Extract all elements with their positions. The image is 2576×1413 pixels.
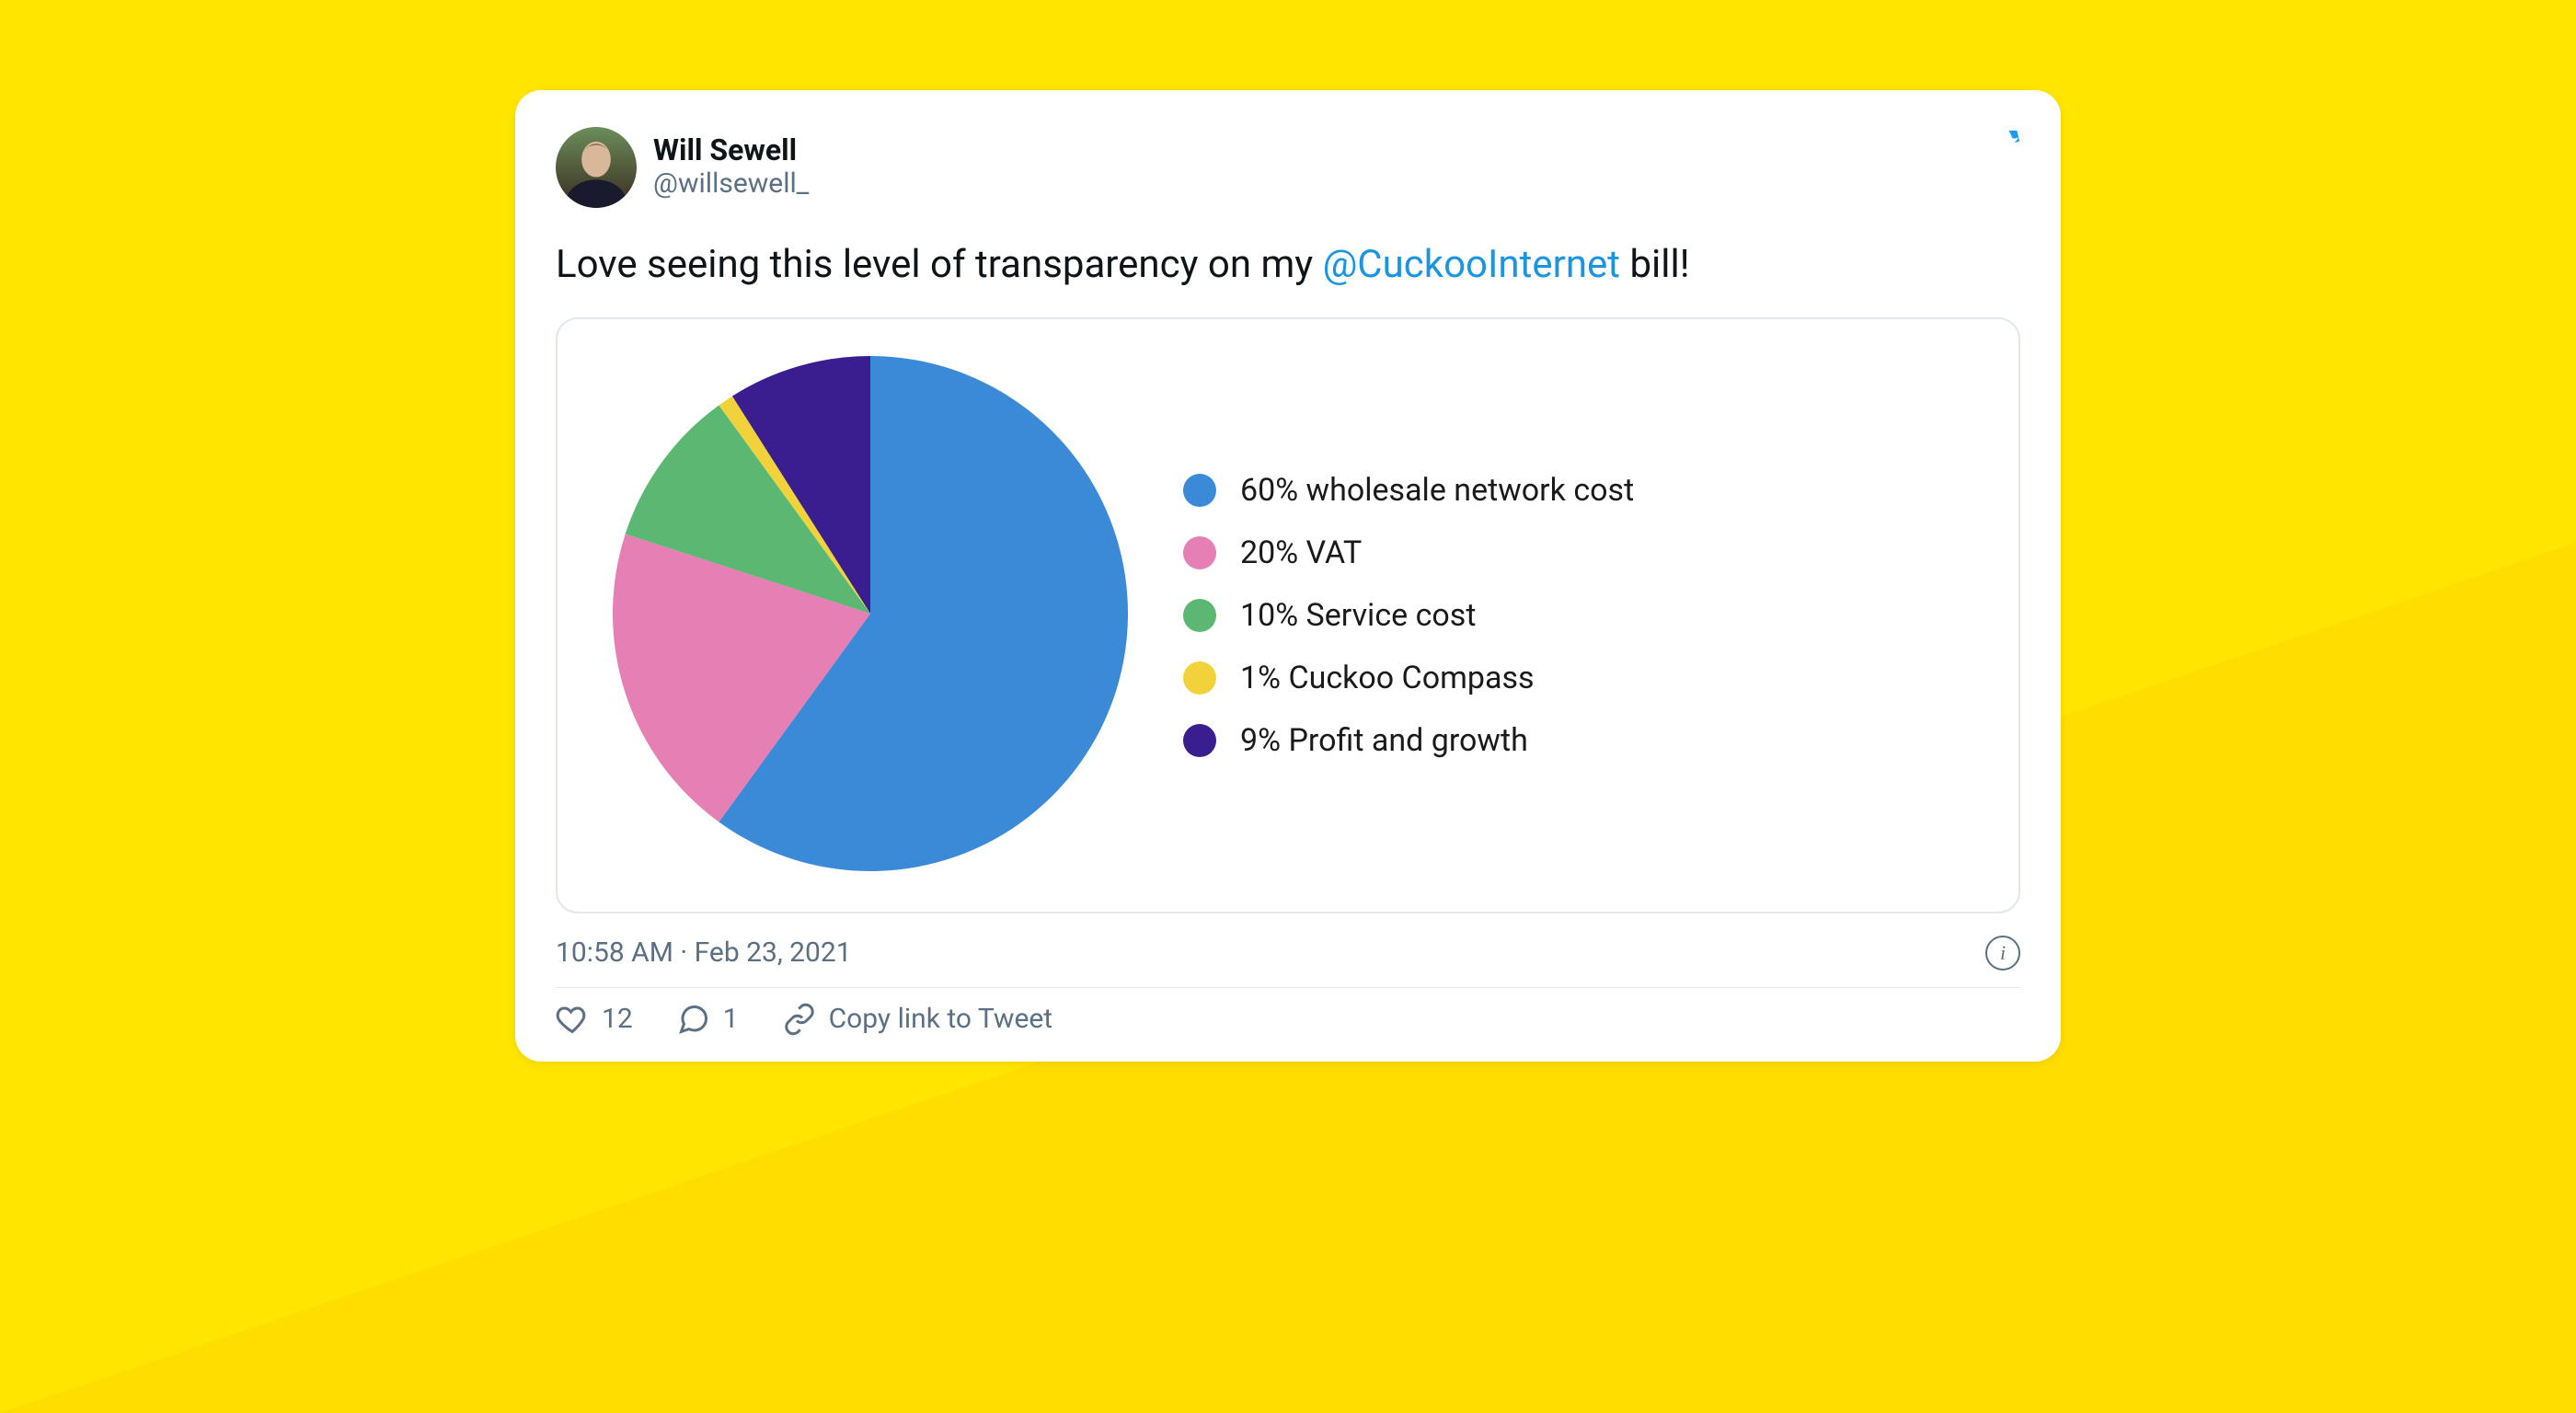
legend-swatch [1183,661,1216,695]
tweet-actions: 12 1 Copy link to Tweet [556,1003,2020,1036]
legend-item: 10% Service cost [1183,597,1634,634]
tweet-card: Will Sewell @willsewell_ Love seeing thi… [515,90,2061,1062]
legend-item: 20% VAT [1183,534,1634,571]
reply-button[interactable]: 1 [677,1003,739,1036]
like-count: 12 [602,1003,633,1035]
heart-icon [556,1003,589,1036]
pie-legend: 60% wholesale network cost 20% VAT 10% S… [1183,472,1634,759]
legend-item: 9% Profit and growth [1183,722,1634,759]
legend-label: 9% Profit and growth [1240,722,1528,759]
names: Will Sewell @willsewell_ [653,127,809,201]
tweet-header: Will Sewell @willsewell_ [556,127,2020,208]
avatar-image [556,127,637,208]
display-name[interactable]: Will Sewell [653,132,809,167]
legend-swatch [1183,536,1216,569]
legend-label: 1% Cuckoo Compass [1240,660,1535,696]
twitter-bird-icon[interactable] [1969,131,2020,182]
legend-item: 60% wholesale network cost [1183,472,1634,509]
info-icon[interactable]: i [1985,936,2020,971]
reply-count: 1 [723,1003,739,1035]
link-icon [783,1003,816,1036]
copy-link-label: Copy link to Tweet [829,1003,1053,1035]
like-button[interactable]: 12 [556,1003,633,1036]
legend-label: 10% Service cost [1240,597,1476,634]
pie-svg [613,356,1128,871]
tweet-media[interactable]: 60% wholesale network cost 20% VAT 10% S… [556,317,2020,913]
tweet-meta: 10:58 AM · Feb 23, 2021 i [556,936,2020,971]
reply-icon [677,1003,710,1036]
legend-swatch [1183,599,1216,632]
legend-label: 60% wholesale network cost [1240,472,1634,509]
tweet-mention[interactable]: @CuckooInternet [1323,242,1620,287]
tweet-text-before: Love seeing this level of transparency o… [556,242,1323,287]
legend-swatch [1183,724,1216,757]
legend-swatch [1183,474,1216,507]
legend-item: 1% Cuckoo Compass [1183,660,1634,696]
avatar[interactable] [556,127,637,208]
tweet-timestamp[interactable]: 10:58 AM · Feb 23, 2021 [556,936,852,969]
legend-label: 20% VAT [1240,534,1362,571]
pie-chart [613,356,1128,875]
copy-link-button[interactable]: Copy link to Tweet [783,1003,1053,1036]
user-handle[interactable]: @willsewell_ [653,167,809,201]
divider [556,987,2020,988]
tweet-text: Love seeing this level of transparency o… [556,239,2020,292]
tweet-text-after: bill! [1620,242,1689,287]
